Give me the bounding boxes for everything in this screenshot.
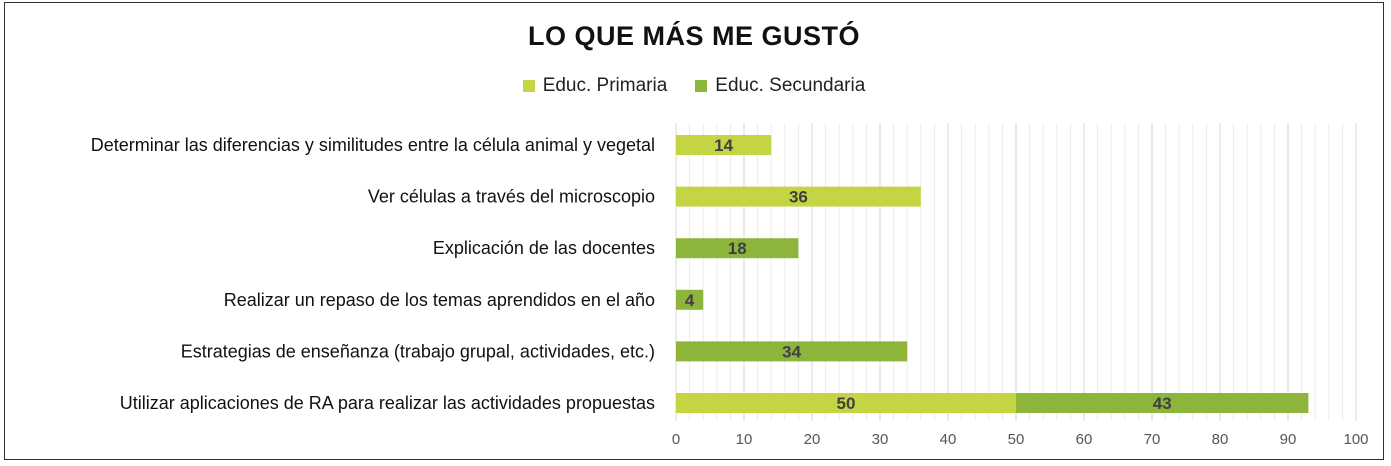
x-tick-label: 60	[1076, 431, 1093, 448]
category-label: Explicación de las docentes	[433, 238, 655, 258]
x-tick-label: 0	[672, 431, 680, 448]
x-tick-label: 10	[736, 431, 753, 448]
data-label: 18	[728, 239, 747, 258]
x-tick-label: 30	[872, 431, 889, 448]
data-label: 36	[789, 188, 808, 207]
category-label: Utilizar aplicaciones de RA para realiza…	[120, 393, 655, 413]
bar-primaria	[676, 186, 921, 207]
data-label: 34	[782, 342, 801, 361]
x-tick-label: 70	[1144, 431, 1161, 448]
legend-swatch-primaria	[522, 80, 535, 92]
x-tick-label: 90	[1280, 431, 1297, 448]
legend-label-secundaria: Educ. Secundaria	[715, 75, 866, 96]
x-tick-label: 40	[940, 431, 957, 448]
legend-item-secundaria: Educ. Secundaria	[695, 75, 865, 97]
category-label: Determinar las diferencias y similitudes…	[91, 135, 655, 155]
x-tick-label: 100	[1343, 431, 1368, 448]
category-label: Ver células a través del microscopio	[368, 187, 655, 207]
x-tick-label: 80	[1212, 431, 1229, 448]
chart-plot: 0 10 20 30 40 50 60 70 80 90 100 Determinar las dif…	[91, 123, 1369, 448]
data-label: 14	[714, 136, 733, 155]
x-tick-label: 20	[804, 431, 821, 448]
data-label: 4	[685, 291, 695, 310]
bar-secundaria	[1016, 393, 1309, 413]
data-label: 43	[1153, 394, 1172, 413]
category-label: Estrategias de enseñanza (trabajo grupal…	[181, 341, 655, 361]
bar-secundaria	[676, 289, 704, 310]
x-tick-label: 50	[1008, 431, 1025, 448]
legend-item-primaria: Educ. Primaria	[522, 75, 668, 97]
chart-title: LO QUE MÁS ME GUSTÓ	[527, 21, 860, 51]
legend: Educ. Primaria Educ. Secundaria	[5, 75, 1383, 97]
legend-label-primaria: Educ. Primaria	[542, 75, 668, 96]
legend-swatch-secundaria	[695, 80, 708, 92]
bar-primaria	[676, 393, 1016, 413]
data-label: 50	[837, 394, 856, 413]
category-label: Realizar un repaso de los temas aprendid…	[224, 290, 655, 310]
bar-secundaria	[676, 238, 799, 259]
chart-frame: LO QUE MÁS ME GUSTÓ Educ. Primaria Educ.…	[4, 2, 1384, 460]
bar-secundaria	[676, 341, 908, 362]
bar-primaria	[676, 135, 772, 155]
